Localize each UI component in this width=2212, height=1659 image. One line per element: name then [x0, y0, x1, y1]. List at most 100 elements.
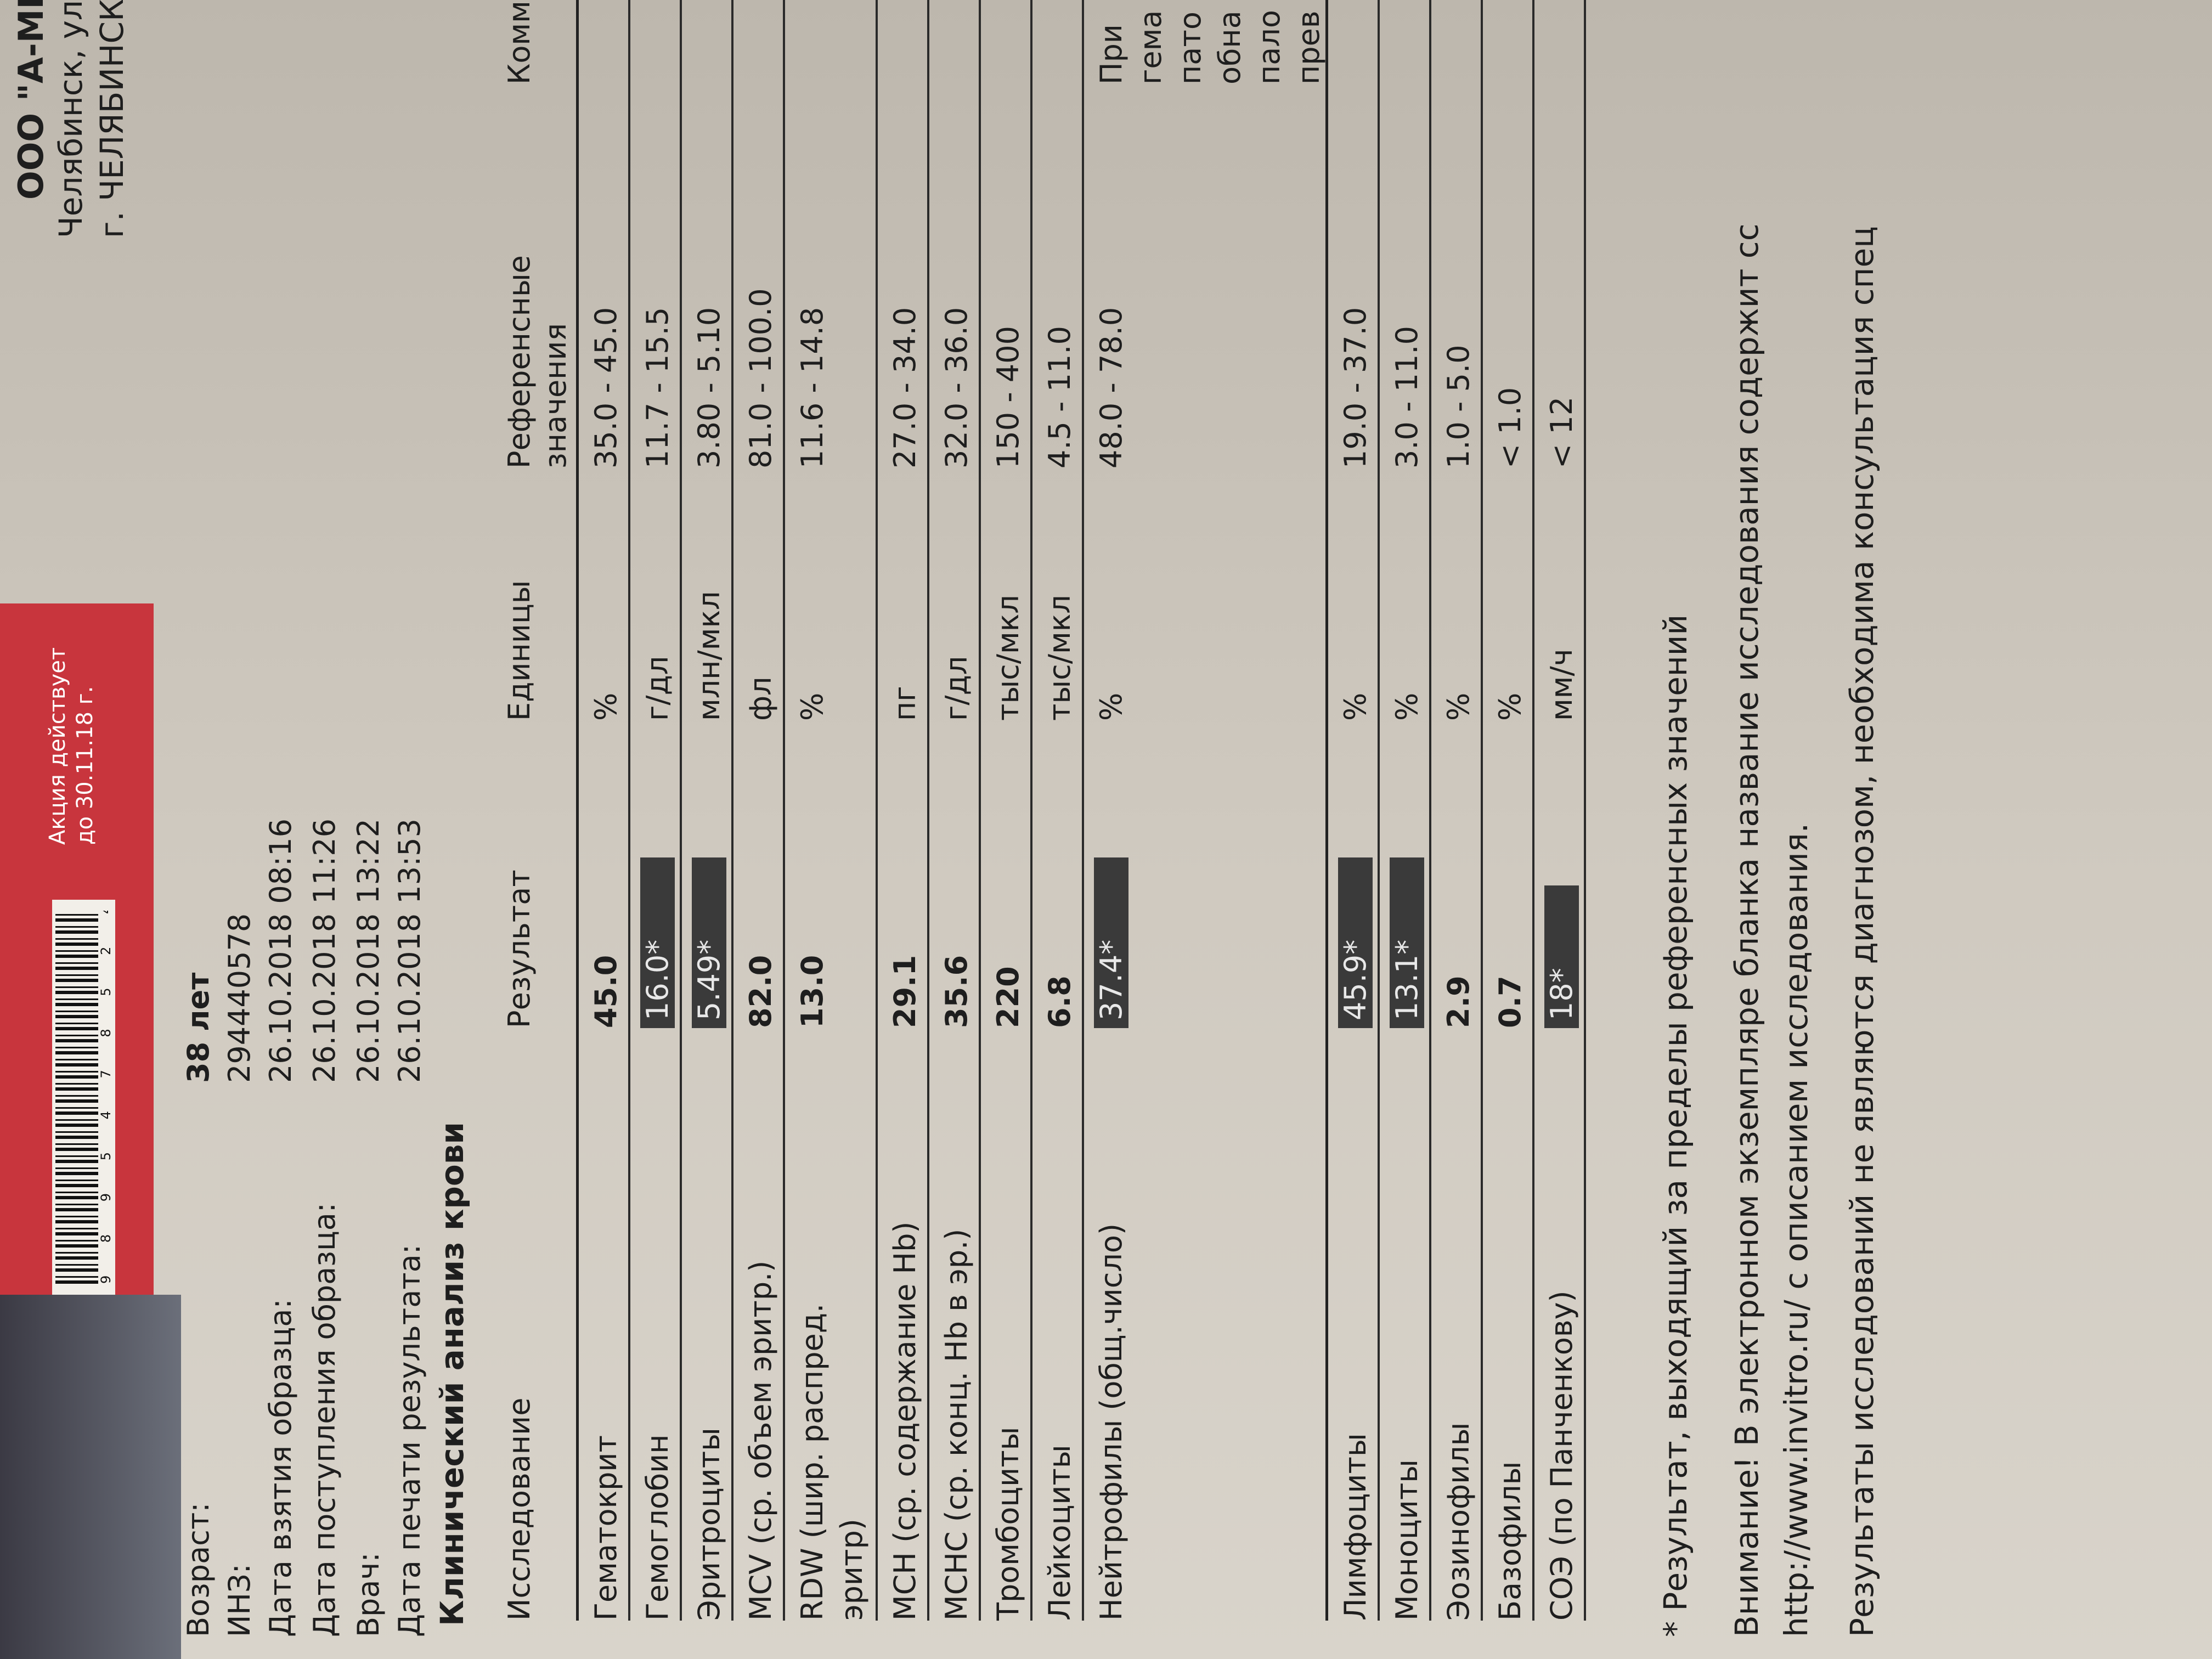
table-row: Нейтрофилы (общ.число) 37.4*% 48.0 - 78.0 П…: [1084, 0, 1328, 1621]
test-name: СОЭ (по Панченкову): [1544, 1290, 1579, 1621]
result-cell: 2.9: [1431, 721, 1479, 1028]
result-value: 6.8: [1042, 975, 1077, 1028]
info-value: 26.10.2018 13:53: [392, 819, 427, 1083]
table-row: Лимфоциты 45.9*% 19.0 - 37.0: [1328, 0, 1380, 1621]
promo-flyer: 9 8 9 5 4 7 8 5 2 4 0 8 7 Акция действуе…: [0, 603, 154, 1295]
result-cell: 37.4*: [1084, 721, 1131, 1028]
unit: %: [589, 692, 623, 721]
unit: %: [795, 692, 830, 721]
result-cell: 35.6: [929, 721, 977, 1028]
result-cell: 45.0: [579, 721, 626, 1028]
unit: пг: [888, 686, 922, 721]
background-photo-area: [0, 1295, 181, 1659]
comment: [1328, 0, 1336, 84]
table-row: Базофилы 0.7% < 1.0: [1483, 0, 1534, 1621]
info-value: 26.10.2018 11:26: [307, 819, 342, 1083]
result-value: 45.0: [589, 955, 623, 1028]
unit: %: [1441, 692, 1476, 721]
test-name: Гемоглобин: [640, 1434, 675, 1621]
promo-text: Акция действует до 30.11.18 г.: [44, 647, 99, 845]
unit: %: [1493, 692, 1527, 721]
footnote-disclaimer: Результаты исследований не являются диаг…: [1843, 226, 1881, 1637]
unit: %: [1390, 692, 1424, 721]
result-value: 35.6: [939, 955, 974, 1028]
table-row: Гематокрит 45.0% 35.0 - 45.0: [579, 0, 630, 1621]
table-body: Гематокрит 45.0% 35.0 - 45.0 Гемоглобин 16.0…: [579, 0, 1586, 1621]
info-value: 294440578: [222, 913, 257, 1083]
comment: [1032, 0, 1040, 84]
info-value: 26.10.2018 13:22: [351, 819, 386, 1083]
table-row: Тромбоциты 220 тыс/мкл 150 - 400: [981, 0, 1032, 1621]
comment: [630, 0, 638, 84]
reference-range: 19.0 - 37.0: [1338, 307, 1373, 469]
result-cell: 18*: [1534, 721, 1582, 1028]
table-row: Эритроциты 5.49* млн/мкл 3.80 - 5.10: [682, 0, 733, 1621]
org-name: ООО "А-МЕДИКА": [11, 0, 51, 200]
test-name: RDW (шир. распред. эритр): [795, 1303, 869, 1621]
comment: [981, 0, 989, 84]
info-label: Врач:: [351, 1552, 386, 1637]
reference-range: 35.0 - 45.0: [589, 307, 623, 469]
reference-range: 150 - 400: [991, 326, 1025, 469]
comment: [682, 0, 690, 84]
footnote-attention: Внимание! В электронном экземпляре бланк…: [1728, 223, 1765, 1637]
test-name: Лейкоциты: [1042, 1444, 1077, 1621]
footnote-asterisk: * Результат, выходящий за пределы рефере…: [1657, 614, 1694, 1637]
footnote-link: http://www.invitro.ru/ с описанием иссле…: [1778, 822, 1815, 1637]
result-value: 220: [991, 966, 1025, 1028]
comment: [878, 0, 885, 84]
info-value: 38 лет: [181, 972, 216, 1083]
test-name: Моноциты: [1390, 1459, 1424, 1621]
flagged-result: 18*: [1544, 885, 1579, 1028]
result-cell: 82.0: [733, 721, 781, 1028]
results-table: Исследование Результат Единицы Референсн…: [494, 0, 1586, 1621]
section-title: Клинический анализ крови: [433, 1121, 471, 1626]
table-row: Моноциты 13.1*% 3.0 - 11.0: [1380, 0, 1431, 1621]
flagged-result: 16.0*: [640, 857, 675, 1028]
unit: тыс/мкл: [991, 595, 1025, 721]
info-label: ИНЗ:: [222, 1564, 257, 1637]
result-cell: 13.1*: [1380, 721, 1427, 1028]
test-name: Нейтрофилы (общ.число): [1094, 1223, 1128, 1621]
comment: [733, 0, 741, 84]
unit: мм/ч: [1544, 648, 1579, 721]
table-row: MCHC (ср. конц. Hb в эр.) 35.6 г/дл 32.0 - …: [929, 0, 981, 1621]
test-name: Тромбоциты: [991, 1426, 1025, 1621]
reference-range: 48.0 - 78.0: [1094, 307, 1128, 469]
table-row: Лейкоциты 6.8 тыс/мкл 4.5 - 11.0: [1032, 0, 1084, 1621]
table-row: RDW (шир. распред. эритр) 13.0% 11.6 - 14.…: [785, 0, 878, 1621]
result-cell: 6.8: [1032, 721, 1080, 1028]
barcode-digits: 9 8 9 5 4 7 8 5 2 4 0 8 7: [98, 911, 114, 1284]
reference-range: 11.6 - 14.8: [795, 307, 830, 469]
info-value: 26.10.2018 08:16: [263, 819, 298, 1083]
result-cell: 5.49*: [682, 721, 729, 1028]
result-value: 0.7: [1493, 975, 1527, 1028]
flagged-result: 37.4*: [1094, 857, 1128, 1028]
result-cell: 220: [981, 721, 1028, 1028]
reference-range: 11.7 - 15.5: [640, 307, 675, 469]
test-name: Эритроциты: [692, 1427, 726, 1621]
result-cell: 45.9*: [1328, 721, 1375, 1028]
info-label: Возраст:: [181, 1502, 216, 1637]
org-address: Челябинск, ул. Ск.Голо: [52, 0, 89, 238]
unit: г/дл: [939, 656, 974, 721]
promo-line-2: до 30.11.18 г.: [72, 686, 98, 845]
comment: [929, 0, 937, 84]
info-label: Дата поступления образца:: [307, 1203, 342, 1637]
test-name: Эозинофилы: [1441, 1422, 1476, 1621]
comment: [1380, 0, 1387, 84]
table-row: MCH (ср. содержание Hb) 29.1 пг 27.0 - 34.0: [878, 0, 929, 1621]
org-city: г. ЧЕЛЯБИНСК: [93, 0, 131, 238]
result-cell: 29.1: [878, 721, 925, 1028]
reference-range: 27.0 - 34.0: [888, 307, 922, 469]
header-reference: Референсные значения: [502, 255, 573, 469]
unit: тыс/мкл: [1042, 595, 1077, 721]
reference-range: < 12: [1544, 396, 1579, 469]
table-row: СОЭ (по Панченкову) 18* мм/ч < 12: [1534, 0, 1586, 1621]
result-cell: 13.0: [785, 721, 832, 1028]
promo-line-1: Акция действует: [45, 647, 70, 845]
result-value: 29.1: [888, 955, 922, 1028]
flagged-result: 45.9*: [1338, 857, 1373, 1028]
unit: г/дл: [640, 656, 675, 721]
comment: [1534, 0, 1542, 84]
